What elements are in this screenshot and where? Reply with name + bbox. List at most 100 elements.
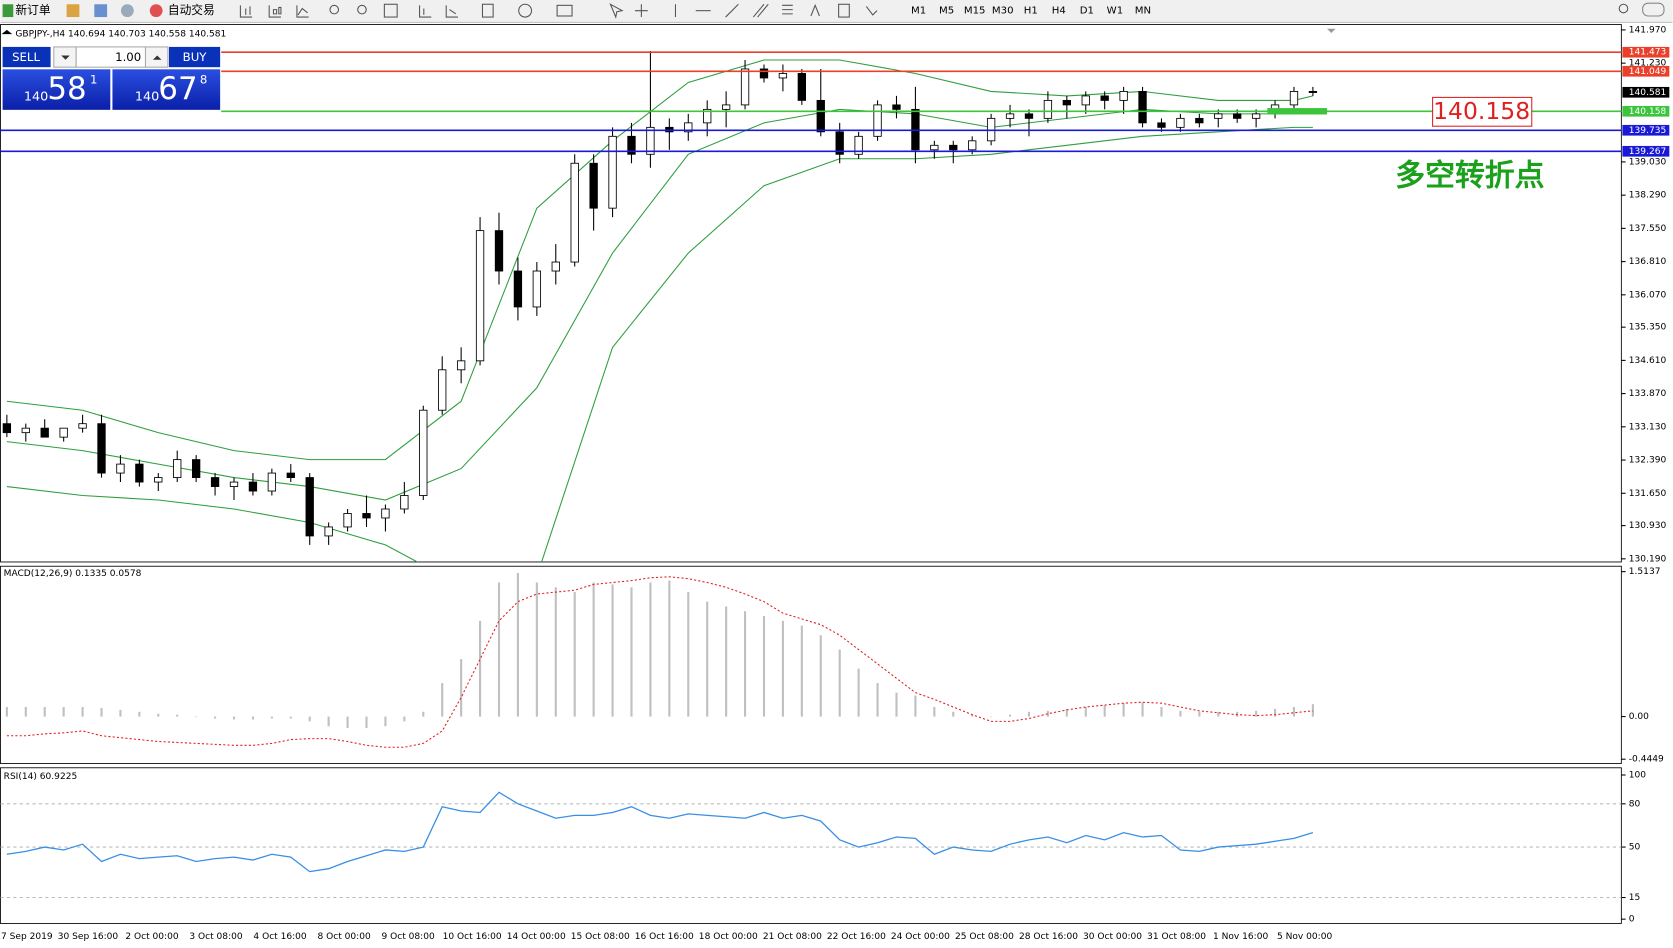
macd-bar bbox=[195, 716, 198, 718]
y-tick-label: 139.030 bbox=[1629, 157, 1667, 167]
candle-body bbox=[438, 369, 447, 411]
buy-label[interactable]: BUY bbox=[183, 50, 208, 64]
timeframe[interactable]: M1 bbox=[911, 6, 926, 17]
macd-bar bbox=[214, 716, 217, 719]
last-price-bg bbox=[1622, 86, 1670, 98]
x-tick-label: 5 Nov 00:00 bbox=[1277, 932, 1332, 942]
macd-bar bbox=[1217, 711, 1220, 717]
rsi-line bbox=[6, 791, 1314, 873]
sell-label[interactable]: SELL bbox=[12, 50, 40, 64]
y-tick-label: 133.130 bbox=[1629, 422, 1667, 432]
bollinger-band bbox=[6, 59, 1314, 461]
x-tick-label: 16 Oct 16:00 bbox=[635, 932, 694, 942]
candle-body bbox=[97, 423, 106, 474]
macd-bar bbox=[687, 592, 690, 717]
x-tick-label: 25 Oct 08:00 bbox=[955, 932, 1014, 942]
macd-bar bbox=[573, 592, 576, 717]
new-order[interactable]: 新订单 bbox=[15, 3, 50, 17]
candle-body bbox=[59, 427, 68, 438]
rsi-panel bbox=[0, 767, 1622, 924]
candle-body bbox=[78, 423, 87, 429]
macd-bar bbox=[1122, 703, 1125, 717]
candle-body bbox=[797, 73, 807, 101]
x-tick-label: 31 Oct 08:00 bbox=[1147, 932, 1206, 942]
x-tick-label: 22 Oct 16:00 bbox=[827, 932, 886, 942]
bollinger-band bbox=[6, 108, 1314, 501]
search-icon[interactable] bbox=[1618, 3, 1629, 14]
candle-body bbox=[210, 477, 220, 487]
candle-body bbox=[1005, 113, 1015, 119]
tool-icons[interactable] bbox=[239, 3, 878, 19]
bid-pips[interactable]: 58 bbox=[47, 71, 86, 107]
auto-trading-icon[interactable] bbox=[149, 4, 163, 18]
ask-point[interactable]: 8 bbox=[200, 72, 207, 86]
macd-bar bbox=[857, 668, 860, 717]
macd-bar bbox=[1027, 711, 1031, 717]
timeframe[interactable]: D1 bbox=[1080, 6, 1094, 17]
y-tick-label: 136.810 bbox=[1629, 257, 1667, 267]
timeframe[interactable]: MN bbox=[1135, 6, 1151, 17]
ask-big[interactable]: 140 bbox=[135, 90, 159, 105]
timeframe[interactable]: M30 bbox=[992, 6, 1014, 17]
macd-bar bbox=[668, 580, 671, 717]
candle-body bbox=[721, 104, 731, 110]
icon[interactable] bbox=[120, 4, 134, 18]
macd-bar bbox=[1008, 714, 1012, 717]
ask-pips[interactable]: 67 bbox=[158, 71, 197, 107]
chat-icon[interactable] bbox=[1642, 2, 1665, 17]
timeframe[interactable]: H1 bbox=[1024, 6, 1038, 17]
x-tick-label: 14 Oct 00:00 bbox=[507, 932, 566, 942]
macd-signal bbox=[6, 576, 1313, 748]
sell-button[interactable] bbox=[2, 46, 51, 68]
buy-button[interactable] bbox=[168, 46, 221, 68]
new-order-icon[interactable] bbox=[2, 4, 14, 18]
candle-body bbox=[740, 68, 750, 106]
macd-bar bbox=[971, 714, 974, 717]
y-tick-label: 50 bbox=[1629, 843, 1641, 853]
timeframe[interactable]: W1 bbox=[1107, 6, 1123, 17]
candle-body bbox=[1100, 95, 1109, 101]
bid-box[interactable] bbox=[2, 69, 111, 110]
macd-bar bbox=[1065, 708, 1068, 717]
annotation-box bbox=[1432, 96, 1533, 127]
macd-bar bbox=[5, 707, 8, 717]
icon[interactable] bbox=[94, 4, 108, 18]
y-tick-label: 135.350 bbox=[1629, 323, 1667, 333]
level-label: 141.049 bbox=[1629, 67, 1667, 77]
price-panel bbox=[0, 24, 1622, 563]
lot-value[interactable]: 1.00 bbox=[115, 50, 141, 64]
candle-body bbox=[419, 409, 428, 496]
last-price: 140.581 bbox=[1629, 88, 1666, 98]
level-label-bg bbox=[1622, 46, 1670, 58]
bid-point[interactable]: 1 bbox=[90, 72, 97, 86]
timeframe[interactable]: H4 bbox=[1052, 6, 1066, 17]
candle-body bbox=[835, 131, 844, 155]
panel-title: MACD(12,26,9) 0.1335 0.0578 bbox=[4, 569, 142, 579]
symbol-info: GBPJPY-,H4 140.694 140.703 140.558 140.5… bbox=[15, 30, 226, 40]
candle-body bbox=[778, 73, 788, 79]
y-tick-label: 141.230 bbox=[1629, 59, 1667, 69]
bid-big[interactable]: 140 bbox=[24, 90, 48, 105]
candle-body bbox=[494, 230, 504, 272]
macd-bar bbox=[81, 707, 84, 717]
macd-bar bbox=[460, 659, 463, 717]
macd-bar bbox=[327, 716, 330, 727]
x-tick-label: 1 Nov 16:00 bbox=[1213, 932, 1268, 942]
candle-body bbox=[627, 135, 636, 155]
bollinger-band bbox=[6, 126, 1313, 562]
candle-body bbox=[475, 230, 485, 362]
timeframe[interactable]: M5 bbox=[939, 6, 954, 17]
x-tick-label: 24 Oct 00:00 bbox=[891, 932, 950, 942]
ask-box[interactable] bbox=[112, 69, 221, 110]
auto-trading[interactable]: 自动交易 bbox=[168, 3, 215, 17]
level-label-bg bbox=[1622, 124, 1670, 136]
macd-bar bbox=[441, 683, 444, 717]
timeframe[interactable]: M15 bbox=[964, 6, 986, 17]
macd-bar bbox=[876, 683, 879, 717]
y-tick-label: 134.610 bbox=[1629, 356, 1667, 366]
y-tick-label: 132.390 bbox=[1629, 456, 1667, 466]
x-tick-label: 4 Oct 16:00 bbox=[253, 932, 306, 942]
icon[interactable] bbox=[66, 4, 80, 18]
level-label-bg bbox=[1622, 65, 1670, 77]
macd-bar bbox=[346, 716, 349, 729]
